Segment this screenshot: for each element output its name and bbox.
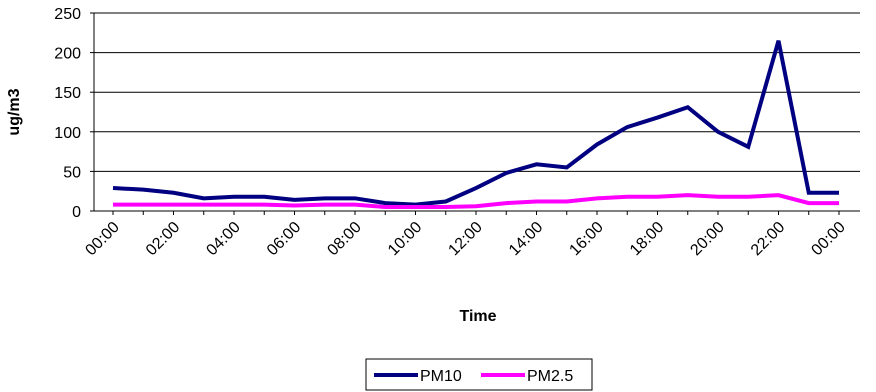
x-tick-label: 06:00 bbox=[264, 219, 304, 259]
x-tick-label: 16:00 bbox=[566, 219, 606, 259]
y-tick-label: 100 bbox=[54, 125, 81, 142]
axes bbox=[90, 12, 860, 215]
x-tick-label: 04:00 bbox=[203, 219, 243, 259]
y-tick-label: 50 bbox=[63, 164, 81, 181]
y-axis-title: ug/m3 bbox=[6, 88, 23, 135]
series-line-pm25 bbox=[113, 193, 839, 210]
x-tick-labels: 00:00 02:00 04:00 06:00 08:00 10:00 12:00 14:00… bbox=[82, 219, 848, 259]
y-tick-label: 250 bbox=[54, 6, 81, 23]
x-axis-title: Time bbox=[459, 308, 496, 325]
plot-area bbox=[94, 13, 860, 211]
x-tick-label: 02:00 bbox=[143, 219, 183, 259]
legend-label-pm10: PM10 bbox=[420, 368, 462, 385]
x-tick-label: 14:00 bbox=[506, 219, 546, 259]
x-tick-label: 00:00 bbox=[808, 219, 848, 259]
y-tick-label: 0 bbox=[72, 204, 81, 221]
x-tick-label: 18:00 bbox=[627, 219, 667, 259]
legend-label-pm25: PM2.5 bbox=[527, 368, 573, 385]
gridlines bbox=[94, 12, 860, 172]
y-tick-label: 200 bbox=[54, 46, 81, 63]
series bbox=[112, 40, 839, 210]
x-tick-label: 10:00 bbox=[385, 219, 425, 259]
x-tick-label: 20:00 bbox=[687, 219, 727, 259]
x-tick-label: 12:00 bbox=[445, 219, 485, 259]
legend: PM10 PM2.5 bbox=[365, 358, 593, 391]
x-tick-label: 08:00 bbox=[324, 219, 364, 259]
y-tick-labels: 0 50 100 150 200 250 bbox=[54, 6, 81, 221]
y-tick-label: 150 bbox=[54, 85, 81, 102]
x-tick-label: 00:00 bbox=[82, 219, 122, 259]
series-line-pm10 bbox=[112, 40, 839, 207]
x-tick-label: 22:00 bbox=[748, 219, 788, 259]
